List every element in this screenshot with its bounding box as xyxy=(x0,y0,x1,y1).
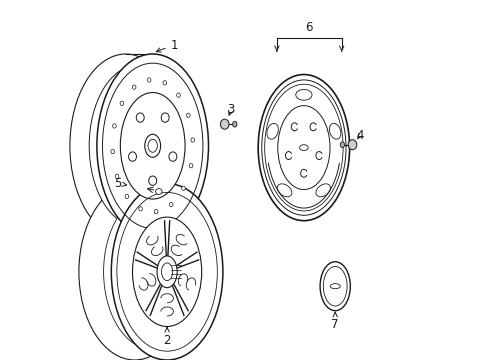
Ellipse shape xyxy=(115,174,119,179)
Ellipse shape xyxy=(277,105,329,190)
Ellipse shape xyxy=(299,145,307,150)
Ellipse shape xyxy=(320,262,349,311)
Ellipse shape xyxy=(132,217,201,327)
Ellipse shape xyxy=(125,194,128,199)
Ellipse shape xyxy=(89,65,187,226)
Text: 5: 5 xyxy=(114,177,121,190)
Ellipse shape xyxy=(169,202,173,207)
Ellipse shape xyxy=(97,54,208,238)
Ellipse shape xyxy=(168,152,177,161)
Ellipse shape xyxy=(111,184,223,360)
Ellipse shape xyxy=(155,189,162,194)
Ellipse shape xyxy=(157,256,177,288)
Ellipse shape xyxy=(148,176,156,185)
Ellipse shape xyxy=(347,140,356,150)
Ellipse shape xyxy=(120,93,184,199)
Ellipse shape xyxy=(258,75,349,221)
Ellipse shape xyxy=(163,81,166,85)
Ellipse shape xyxy=(147,78,151,82)
Ellipse shape xyxy=(70,54,181,238)
Ellipse shape xyxy=(154,210,158,214)
Ellipse shape xyxy=(139,207,142,211)
Ellipse shape xyxy=(136,113,144,122)
Text: 4: 4 xyxy=(356,129,364,141)
Ellipse shape xyxy=(79,184,190,360)
Ellipse shape xyxy=(189,163,192,168)
Ellipse shape xyxy=(103,194,202,350)
Ellipse shape xyxy=(144,134,160,157)
Ellipse shape xyxy=(111,149,114,154)
Ellipse shape xyxy=(340,142,344,148)
Text: 1: 1 xyxy=(156,39,178,52)
Ellipse shape xyxy=(190,138,194,142)
Text: 6: 6 xyxy=(305,21,312,34)
Ellipse shape xyxy=(120,101,123,105)
Ellipse shape xyxy=(220,119,228,129)
Ellipse shape xyxy=(186,113,190,117)
Ellipse shape xyxy=(182,186,185,190)
Text: 7: 7 xyxy=(331,312,338,331)
Ellipse shape xyxy=(148,139,157,152)
Ellipse shape xyxy=(128,152,136,161)
Ellipse shape xyxy=(176,93,180,97)
Ellipse shape xyxy=(161,263,172,281)
Ellipse shape xyxy=(232,121,237,127)
Ellipse shape xyxy=(161,113,169,122)
Ellipse shape xyxy=(112,124,116,128)
Ellipse shape xyxy=(132,85,136,89)
Text: 3: 3 xyxy=(227,103,234,116)
Text: 2: 2 xyxy=(163,328,170,347)
Ellipse shape xyxy=(329,284,340,289)
